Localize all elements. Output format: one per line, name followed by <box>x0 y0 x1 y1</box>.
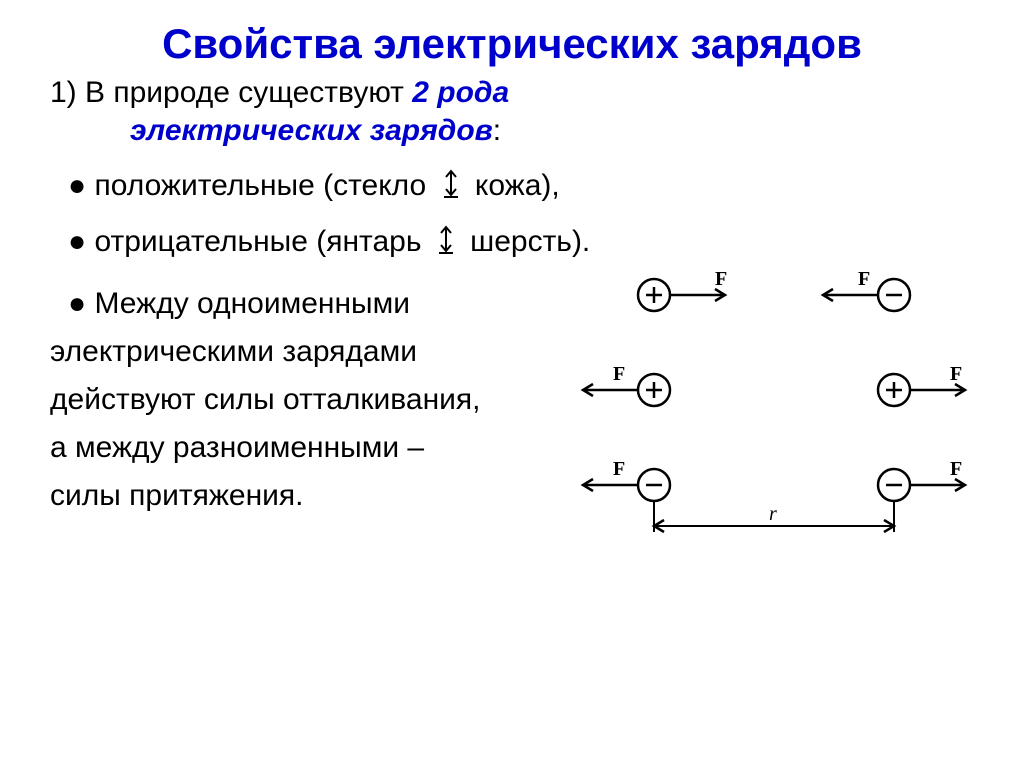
svg-text:F: F <box>715 268 727 290</box>
force-diagram-svg: F F F F F Fr <box>554 265 984 575</box>
svg-text:r: r <box>769 503 777 525</box>
bullet-negative: ● отрицательные (янтарь шерсть). <box>50 224 974 262</box>
svg-text:F: F <box>950 363 962 385</box>
svg-text:F: F <box>858 268 870 290</box>
bullet-positive-suffix: кожа), <box>467 169 560 202</box>
svg-text:F: F <box>613 363 625 385</box>
body-line-1: ● Между одноименными <box>50 280 570 328</box>
charge-diagrams: F F F F F Fr <box>554 265 984 580</box>
intro-line: 1) В природе существуют 2 рода <box>50 76 974 110</box>
svg-text:F: F <box>950 458 962 480</box>
bullet-positive: ● положительные (стекло кожа), <box>50 168 974 206</box>
updown-arrow-icon <box>443 168 459 206</box>
bullet-negative-prefix: ● отрицательные (янтарь <box>68 225 430 258</box>
intro-emphasis-2: электрических зарядов: <box>50 114 974 148</box>
body-line-5: силы притяжения. <box>50 472 570 520</box>
body-line-4: а между разноименными – <box>50 424 570 472</box>
updown-arrow-icon <box>438 224 454 262</box>
page-title: Свойства электрических зарядов <box>50 20 974 68</box>
bullet-negative-suffix: шерсть). <box>462 225 590 258</box>
intro-prefix: 1) В природе существуют <box>50 76 412 109</box>
bullet-positive-prefix: ● положительные (стекло <box>68 169 435 202</box>
svg-text:F: F <box>613 458 625 480</box>
body-line-2: электрическими зарядами <box>50 328 570 376</box>
body-line-3: действуют силы отталкивания, <box>50 376 570 424</box>
intro-emphasis-1: 2 рода <box>412 76 509 109</box>
